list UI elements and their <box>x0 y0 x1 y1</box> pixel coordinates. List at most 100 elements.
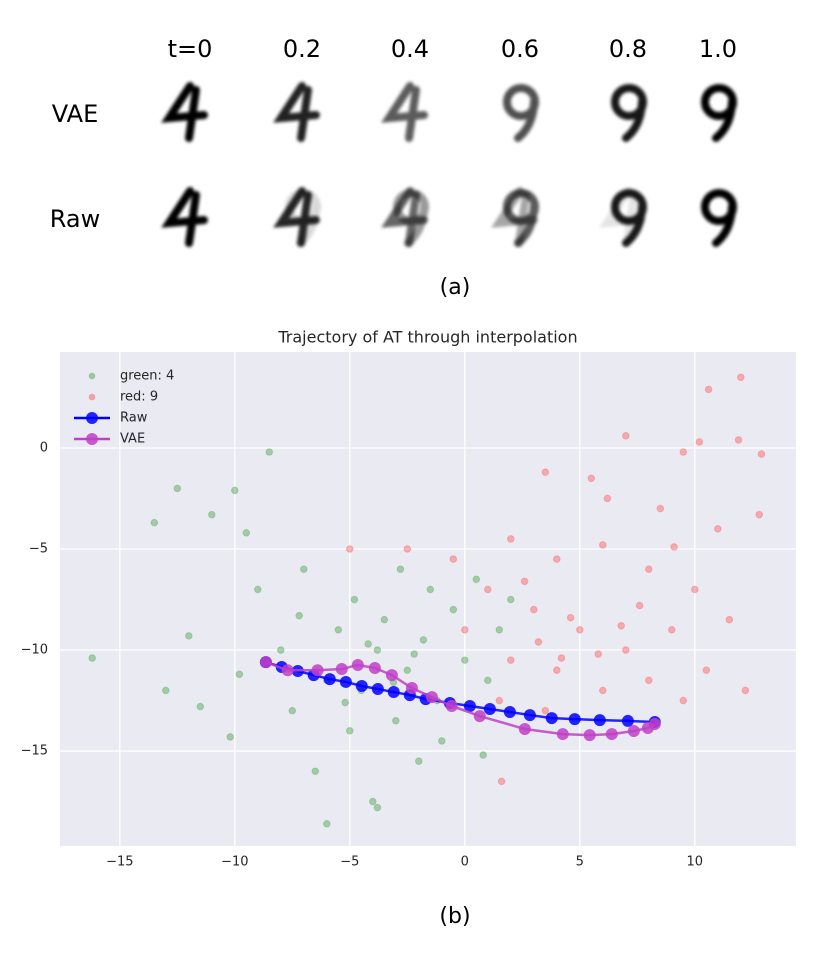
trajectory-marker <box>445 699 458 712</box>
scatter-point <box>231 486 239 495</box>
scatter-point <box>541 706 550 715</box>
digit-image <box>705 193 733 243</box>
digit-stroke <box>169 86 204 138</box>
digit-image <box>389 191 425 243</box>
trajectory-marker <box>518 723 531 736</box>
column-label: 1.0 <box>699 35 737 63</box>
scatter-point <box>576 626 584 634</box>
row-label: Raw <box>50 205 100 233</box>
digit-image <box>281 86 316 138</box>
scatter-point <box>566 613 575 622</box>
legend-marker <box>88 372 96 380</box>
scatter-point <box>679 448 688 456</box>
column-label: 0.8 <box>609 35 647 63</box>
trajectory-marker <box>371 683 384 696</box>
scatter-point <box>599 541 607 549</box>
scatter-point <box>695 438 704 446</box>
digit-stroke <box>389 86 424 138</box>
trajectory-marker <box>335 663 348 676</box>
x-tick-label: 0 <box>461 855 469 870</box>
digit-stroke <box>615 193 643 243</box>
x-tick-label: 5 <box>576 855 584 870</box>
column-label: 0.2 <box>283 35 321 63</box>
scatter-point <box>484 585 492 594</box>
scatter-point <box>185 632 193 640</box>
legend-label: VAE <box>120 432 145 447</box>
scatter-point <box>350 595 359 604</box>
y-tick-label: 0 <box>40 440 48 455</box>
caption-a: (a) <box>440 275 471 300</box>
scatter-point <box>617 621 626 630</box>
scatter-point <box>88 654 96 662</box>
scatter-point <box>668 626 676 634</box>
x-tick-label: −10 <box>221 855 248 870</box>
scatter-point <box>635 601 644 610</box>
x-tick-label: −5 <box>340 855 359 870</box>
scatter-point <box>373 646 382 654</box>
trajectory-marker <box>385 669 398 682</box>
x-tick-label: −15 <box>106 855 133 870</box>
scatter-point <box>403 666 412 675</box>
scatter-point <box>557 654 566 662</box>
digit-image <box>169 191 204 243</box>
panel-a: t=0 0.2 0.4 0.6 0.8 1.0 VAE Raw <box>50 35 737 243</box>
scatter-point <box>714 524 722 533</box>
digit-stroke <box>705 88 733 138</box>
trajectory-marker <box>583 729 596 742</box>
scatter-point <box>737 373 745 382</box>
scatter-point <box>288 706 297 715</box>
scatter-point <box>507 595 515 604</box>
row-label: VAE <box>52 100 98 128</box>
scatter-point <box>346 545 354 553</box>
scatter-point <box>507 656 515 664</box>
scatter-point <box>541 468 550 477</box>
scatter-point <box>426 585 435 594</box>
scatter-point <box>553 555 561 563</box>
scatter-point <box>691 585 699 594</box>
scatter-point <box>150 518 159 527</box>
scatter-point <box>341 698 350 707</box>
scatter-point <box>622 646 630 654</box>
scatter-point <box>300 565 308 573</box>
scatter-point <box>369 797 377 806</box>
scatter-point <box>461 656 469 664</box>
column-label: 0.4 <box>391 35 429 63</box>
legend-marker <box>86 433 98 445</box>
trajectory-marker <box>387 686 400 699</box>
trajectory-marker <box>323 673 336 686</box>
trajectory-marker <box>281 664 294 677</box>
legend-marker <box>86 412 98 424</box>
scatter-point <box>403 545 412 553</box>
scatter-point <box>277 646 285 654</box>
scatter-point <box>410 650 419 658</box>
digit-stroke <box>705 193 733 243</box>
trajectory-marker <box>523 709 536 722</box>
scatter-point <box>594 650 603 658</box>
scatter-point <box>364 640 373 648</box>
digit-stroke <box>281 86 316 138</box>
y-tick-label: −15 <box>21 744 48 759</box>
scatter-point <box>497 777 506 786</box>
trajectory-marker <box>339 675 352 688</box>
scatter-point <box>656 504 665 513</box>
chart-title: Trajectory of AT through interpolation <box>277 328 577 347</box>
scatter-point <box>196 702 205 711</box>
trajectory-marker <box>473 710 486 723</box>
scatter-point <box>235 670 244 679</box>
legend-marker <box>88 393 96 401</box>
trajectory-marker <box>259 656 272 669</box>
digit-image <box>389 86 424 138</box>
scatter-point <box>530 605 538 614</box>
trajectory-marker <box>351 658 364 671</box>
scatter-point <box>242 529 251 537</box>
digit-stroke <box>397 193 425 243</box>
scatter-point <box>622 432 630 440</box>
scatter-point <box>438 737 446 745</box>
digit-image <box>607 191 643 243</box>
scatter-point <box>757 450 766 458</box>
trajectory-marker <box>556 728 569 741</box>
scatter-point <box>449 605 458 614</box>
scatter-point <box>734 436 743 444</box>
digit-stroke <box>169 191 204 243</box>
digit-image <box>281 191 317 243</box>
